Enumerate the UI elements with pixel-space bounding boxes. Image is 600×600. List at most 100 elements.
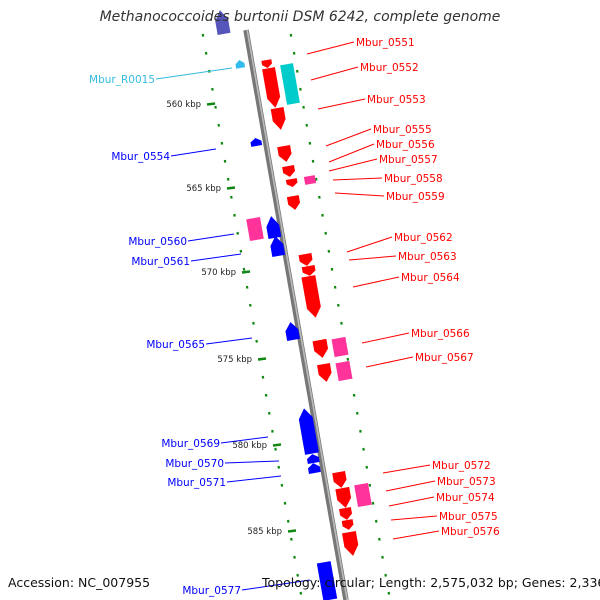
gene-feature-reverse	[307, 454, 320, 464]
track-dots	[201, 33, 391, 595]
track-dot-right	[362, 447, 365, 451]
scale-tick	[287, 529, 297, 533]
gene-label-mbur-0564: Mbur_0564	[401, 272, 460, 284]
track-dot-left	[271, 429, 274, 433]
genome-summary-text: Topology: circular; Length: 2,575,032 bp…	[262, 575, 600, 590]
gene-feature-forward	[270, 107, 286, 130]
track-dot-left	[274, 447, 277, 451]
track-dot-right	[318, 195, 321, 199]
track-dot-left	[236, 231, 240, 235]
track-dot-right	[336, 303, 340, 307]
gene-feature-reverse	[285, 322, 300, 341]
map-title: Methanococcoides burtonii DSM 6242, comp…	[99, 9, 501, 25]
leader-line	[187, 233, 235, 242]
gene-feature-reverse	[250, 138, 263, 147]
track-dot-left	[204, 51, 208, 55]
track-dot-left	[293, 555, 296, 559]
gene-feature-forward	[301, 264, 316, 276]
gene-feature-forward	[261, 59, 272, 68]
track-dot-right	[289, 33, 293, 37]
gene-label-mbur-0566: Mbur_0566	[411, 328, 470, 340]
gene-label-mbur-0565: Mbur_0565	[146, 339, 205, 351]
gene-feature-reverse	[266, 216, 282, 239]
gene-feature-overlap	[354, 482, 372, 508]
gene-label-mbur-0573: Mbur_0573	[437, 476, 496, 488]
track-dot-left	[217, 123, 221, 127]
track-dot-left	[267, 411, 271, 415]
gene-feature-forward	[277, 144, 292, 162]
gene-label-mbur-0561: Mbur_0561	[131, 256, 190, 268]
scale-tick	[257, 357, 267, 361]
leader-line	[306, 41, 355, 55]
track-dot-left	[223, 159, 227, 163]
gene-feature-forward	[317, 363, 332, 382]
gene-feature-forward	[262, 67, 281, 108]
leader-line	[361, 332, 410, 344]
gene-label-mbur-0574: Mbur_0574	[436, 492, 495, 504]
track-dot-right	[359, 429, 362, 433]
track-dot-right	[368, 483, 372, 487]
leader-line	[365, 356, 414, 368]
scale-tick	[206, 102, 216, 106]
scale-tick-label: 570 kbp	[201, 268, 236, 278]
track-dot-left	[214, 105, 217, 109]
scale-ticks: 560 kbp 565 kbp 570 kbp 575 kbp 580 kbp 585 k…	[166, 100, 297, 537]
leader-line	[205, 337, 253, 345]
gene-label-mbur-0554: Mbur_0554	[111, 151, 170, 163]
gene-feature-forward	[341, 519, 354, 530]
scale-tick-label: 580 kbp	[232, 441, 267, 451]
track-dot-left	[239, 249, 243, 253]
track-dot-right	[299, 87, 302, 91]
track-dot-right	[355, 411, 359, 415]
track-dot-left	[233, 213, 236, 217]
track-dot-right	[311, 159, 315, 163]
track-dot-right	[371, 501, 375, 505]
leader-line	[346, 236, 393, 253]
leader-line	[328, 143, 375, 163]
gene-feature-reverse	[215, 10, 231, 35]
track-dot-right	[387, 591, 391, 595]
track-dot-right	[327, 249, 331, 253]
gene-label-mbur-0569: Mbur_0569	[161, 438, 220, 450]
leader-line	[310, 66, 359, 81]
track-dot-right	[340, 321, 343, 325]
track-dot-right	[346, 357, 350, 361]
track-dot-left	[255, 339, 258, 343]
gene-feature-rna	[235, 60, 246, 69]
track-dot-left	[299, 591, 303, 595]
leader-line	[224, 460, 280, 464]
gene-feature-forward	[342, 530, 359, 556]
leader-line	[226, 475, 282, 483]
gene-feature-overlap	[335, 360, 353, 382]
gene-feature-forward	[286, 195, 301, 210]
gene-label-mbur-0559: Mbur_0559	[386, 191, 445, 203]
track-dot-right	[302, 105, 305, 109]
gene-label-mbur-0551: Mbur_0551	[356, 37, 415, 49]
track-dot-left	[230, 195, 233, 199]
track-dot-left	[252, 321, 255, 325]
leader-line	[334, 192, 385, 197]
track-dot-right	[321, 213, 324, 217]
track-dot-left	[226, 177, 230, 181]
leader-line	[325, 128, 372, 147]
track-dot-left	[280, 483, 284, 487]
track-dot-right	[384, 573, 388, 577]
scale-tick	[241, 270, 251, 274]
track-dot-right	[378, 537, 381, 541]
track-dot-left	[296, 573, 300, 577]
scale-tick-label: 585 kbp	[247, 527, 282, 537]
leader-line	[382, 464, 431, 474]
scale-tick	[226, 186, 236, 190]
track-dot-right	[308, 141, 312, 145]
gene-label-mbur-0562: Mbur_0562	[394, 232, 453, 244]
gene-feature-forward	[301, 275, 321, 318]
gene-feature-rna	[280, 63, 300, 105]
gene-feature-reverse	[298, 408, 319, 455]
track-dot-left	[261, 375, 265, 379]
track-dot-right	[381, 555, 384, 559]
gene-feature-overlap	[303, 175, 317, 185]
gene-feature-forward	[339, 507, 353, 520]
track-dot-left	[211, 87, 214, 91]
track-dot-right	[330, 267, 334, 271]
leader-line	[170, 148, 217, 157]
